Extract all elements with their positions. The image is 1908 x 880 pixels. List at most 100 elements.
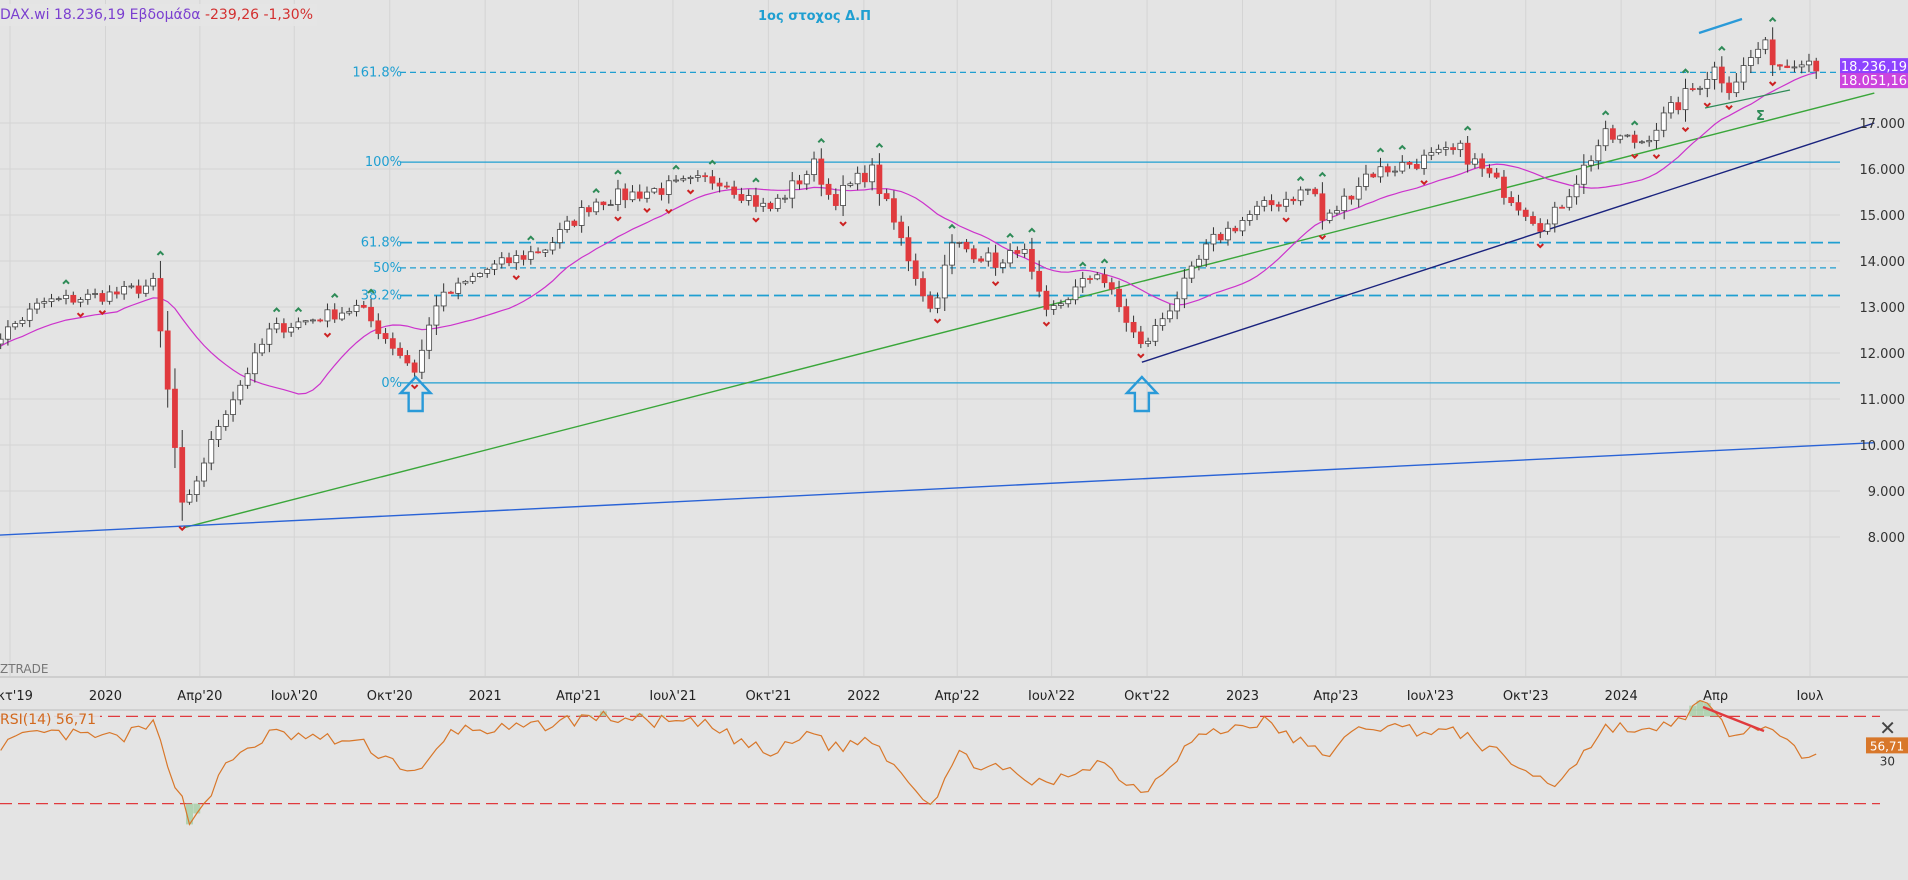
candle-body [441,292,446,306]
candle-body [1371,174,1376,177]
candle-body [1676,103,1681,110]
candle-body [85,294,90,299]
candle-body [891,199,896,222]
candle-body [804,175,809,184]
candle-body [1799,65,1804,67]
candle-body [1690,89,1695,90]
candle-body [1182,278,1187,299]
candle-body [13,324,18,327]
candle-body [768,203,773,208]
candle-body [1523,210,1528,216]
candle-body [1792,67,1797,68]
candle-body [848,184,853,186]
time-tick-label: Απρ'23 [1313,689,1358,704]
candle-body [369,307,374,321]
candle-body [1044,291,1049,309]
time-tick-label: Οκτ'20 [367,689,413,704]
candle-body [463,281,468,283]
candle-body [1668,103,1673,113]
candle-body [877,165,882,194]
candle-body [797,181,802,184]
candle-body [296,322,301,328]
candle-body [1073,287,1078,300]
candle-body [1407,162,1412,164]
candle-body [1117,289,1122,306]
candle-body [1022,249,1027,253]
candle-body [1603,129,1608,146]
time-tick-label: Οκτ'21 [745,689,791,704]
candle-body [419,350,424,372]
candle-body [1334,211,1339,213]
header-price: 18.236,19 [54,7,125,23]
chart-header: DAX.wi 18.236,19 Εβδομάδα -239,26 -1,30% [0,4,317,26]
candle-body [1785,66,1790,67]
candle-body [1654,130,1659,140]
candle-body [1393,171,1398,172]
time-tick-label: 2020 [89,689,122,704]
candle-body [1138,332,1143,344]
candle-body [1088,279,1093,280]
candle-body [1298,190,1303,201]
candle-body [979,259,984,261]
candle-body [1305,189,1310,190]
candle-body [964,242,969,248]
candle-body [151,279,156,287]
candle-body [1247,215,1252,221]
candle-body [434,306,439,325]
candle-body [536,252,541,253]
price-tick-label: 8.000 [1868,531,1905,546]
time-tick-label: 2022 [847,689,880,704]
candle-body [78,300,83,303]
candle-body [1748,58,1753,66]
candle-body [1349,196,1354,199]
candle-body [1276,205,1281,207]
candle-body [841,185,846,205]
candle-body [187,495,192,503]
time-tick-label: Απρ'21 [556,689,601,704]
candle-body [398,348,403,355]
candle-body [637,192,642,198]
candle-body [1255,206,1260,214]
candle-body [1066,300,1071,304]
candle-body [376,321,381,334]
candle-body [1712,67,1717,79]
candle-body [572,221,577,225]
candle-body [1262,201,1267,207]
candle-body [615,189,620,205]
candle-body [347,311,352,313]
candle-body [710,177,715,183]
candle-body [354,305,359,311]
time-tick-label: Ιουλ'20 [271,689,318,704]
candle-body [1400,162,1405,171]
candle-body [1102,275,1107,283]
candle-body [1698,88,1703,89]
candle-body [1639,142,1644,143]
candle-body [761,203,766,206]
close-x-icon[interactable]: ✕ [1879,718,1896,738]
time-tick-label: Ιουλ [1796,689,1823,704]
fib-label: 0% [381,376,402,391]
candle-body [202,463,207,481]
fib-label: 50% [373,261,402,276]
candle-body [601,202,606,205]
rsi-label[interactable]: RSI(14) 56,71 [0,712,100,728]
candle-body [405,355,410,362]
candle-body [1443,148,1448,150]
candle-body [645,192,650,198]
candle-body [1037,271,1042,291]
candle-body [775,198,780,208]
candle-body [1814,61,1819,71]
candle-body [608,205,613,206]
candle-body [64,295,69,298]
time-tick-label: Απρ [1703,689,1728,704]
price-tick-label: 12.000 [1860,347,1906,362]
sigma-label: Σ [1756,109,1765,124]
candle-body [332,310,337,319]
candle-body [158,279,163,331]
header-period[interactable]: Εβδομάδα [130,7,201,23]
symbol-name[interactable]: DAX.wi [0,7,50,23]
candle-body [412,363,417,372]
candle-body [180,448,185,503]
